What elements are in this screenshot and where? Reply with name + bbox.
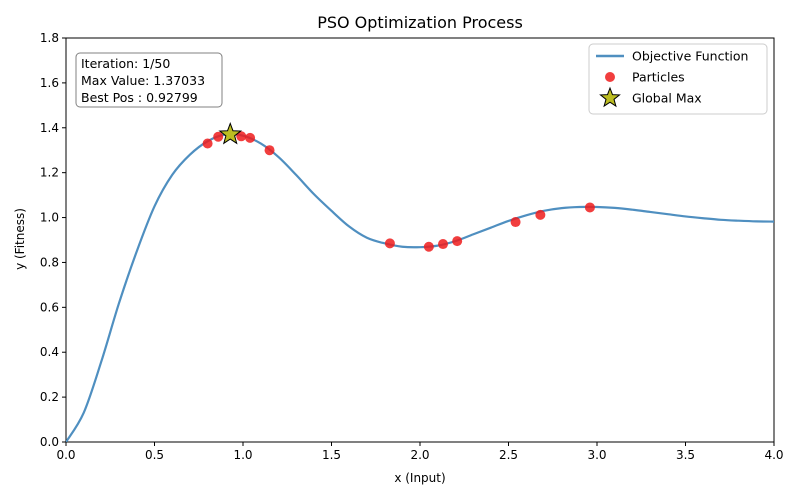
y-tick-label: 0.2 [40, 390, 59, 404]
global-max-marker [218, 122, 243, 145]
particle-point [236, 131, 247, 142]
particle-point [423, 241, 434, 252]
x-tick-label: 3.5 [676, 448, 695, 462]
x-tick-label: 4.0 [764, 448, 783, 462]
y-tick-label: 1.0 [40, 211, 59, 225]
particle-point [213, 131, 224, 142]
x-tick-label: 0.0 [56, 448, 75, 462]
particle-point [438, 239, 449, 250]
x-tick-label: 1.5 [322, 448, 341, 462]
y-tick-label: 0.6 [40, 300, 59, 314]
legend-label-particles: Particles [632, 70, 685, 85]
x-tick-label: 2.0 [410, 448, 429, 462]
x-axis-label: x (Input) [394, 471, 445, 485]
y-tick-label: 1.6 [40, 76, 59, 90]
x-tick-label: 3.0 [587, 448, 606, 462]
legend-label-global-max: Global Max [632, 91, 702, 106]
plot-area: 0.0 0.5 1.0 1.5 2.0 2.5 3.0 3.5 4.0 0.0 0.2 0.4 0.6 0… [40, 31, 784, 462]
x-tick-label: 0.5 [145, 448, 164, 462]
x-tick-label: 2.5 [499, 448, 518, 462]
legend-particle-swatch [605, 72, 615, 82]
y-tick-label: 1.4 [40, 121, 59, 135]
annotation-best-pos: Best Pos : 0.92799 [81, 90, 198, 105]
particle-point [535, 209, 546, 220]
y-tick-label: 1.2 [40, 166, 59, 180]
objective-function-line [66, 132, 774, 442]
legend-star-swatch [599, 86, 621, 108]
particle-point [452, 236, 463, 247]
particle-point [202, 138, 213, 149]
y-tick-label: 1.8 [40, 31, 59, 45]
annotation-iteration: Iteration: 1/50 [81, 56, 170, 71]
y-tick-label: 0.4 [40, 345, 59, 359]
annotation-box: Iteration: 1/50 Max Value: 1.37033 Best … [75, 52, 223, 108]
particle-point [245, 132, 256, 143]
legend-label-objective-function: Objective Function [632, 49, 748, 64]
y-axis-label: y (Fitness) [13, 208, 27, 270]
particle-point [510, 217, 521, 228]
legend: Objective Function Particles Global Max [588, 43, 768, 115]
y-tick-label: 0.8 [40, 255, 59, 269]
y-tick-label: 0.0 [40, 435, 59, 449]
chart-title: PSO Optimization Process [317, 13, 523, 32]
particle-point [264, 145, 275, 156]
particle-point [584, 202, 595, 213]
particle-point [384, 238, 395, 249]
x-tick-label: 1.0 [233, 448, 252, 462]
annotation-max-value: Max Value: 1.37033 [81, 73, 205, 88]
